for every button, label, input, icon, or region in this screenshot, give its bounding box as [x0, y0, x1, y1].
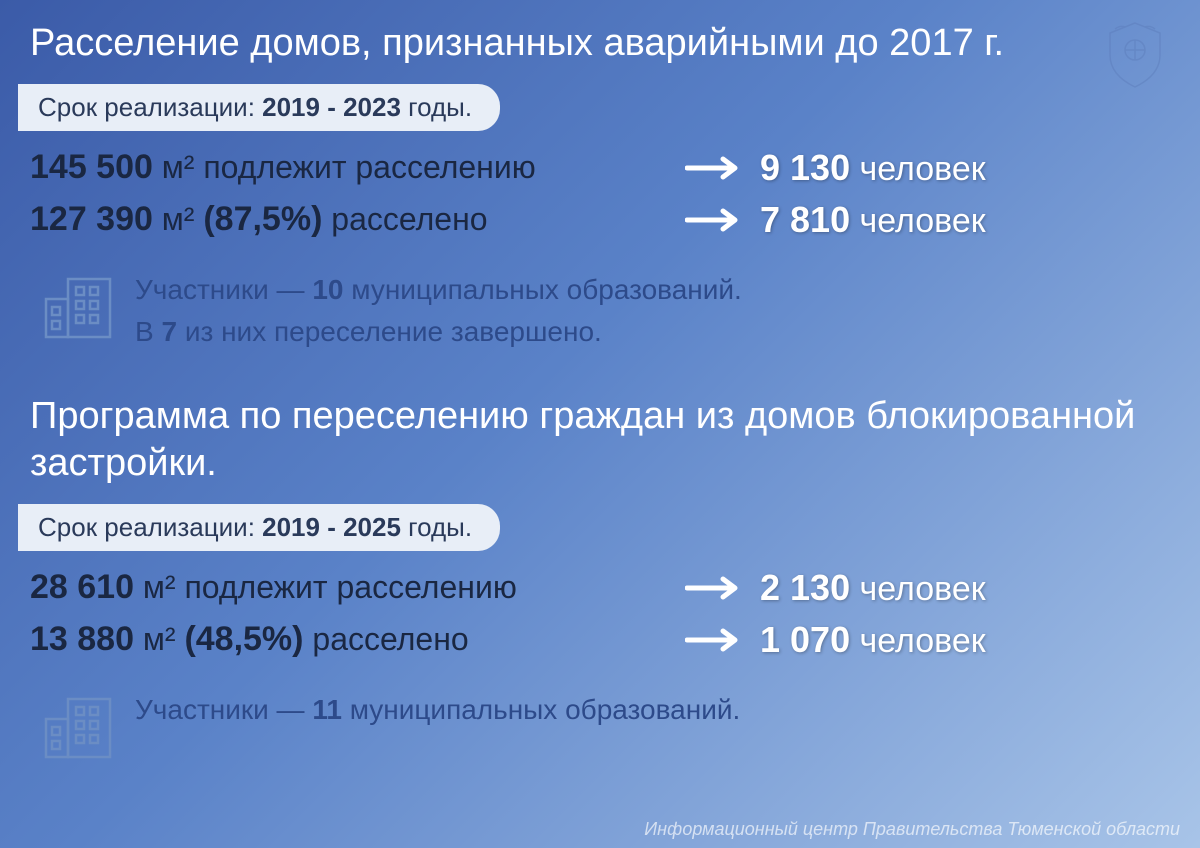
- section2-stats: 28 610 м² подлежит расселению 2 130 чело…: [0, 551, 1200, 681]
- stat-unit: м²: [153, 201, 203, 237]
- period-label: Срок реализации:: [38, 92, 262, 122]
- stat-unit: м²: [134, 621, 184, 657]
- count: 10: [312, 274, 343, 305]
- count: 11: [312, 694, 342, 725]
- stat-area-done: 13 880 м² (48,5%) расселено: [30, 620, 670, 659]
- stat-value: 28 610: [30, 568, 134, 606]
- arrow-icon: [680, 627, 750, 653]
- people-unit: человек: [850, 150, 986, 188]
- text: из них переселение завершено.: [177, 316, 602, 347]
- stat-people-done: 1 070 человек: [760, 619, 986, 661]
- stat-people-done: 7 810 человек: [760, 199, 986, 241]
- footer-attribution: Информационный центр Правительства Тюмен…: [644, 819, 1180, 840]
- section1-title: Расселение домов, признанных аварийными …: [0, 0, 1200, 84]
- stat-value: 145 500: [30, 148, 153, 186]
- period-years: 2019 - 2025: [262, 512, 401, 542]
- region-emblem-icon: [1095, 15, 1175, 95]
- people-number: 9 130: [760, 147, 850, 188]
- stat-percent: (87,5%): [203, 200, 322, 238]
- stat-suffix: расселено: [322, 201, 487, 237]
- arrow-icon: [680, 207, 750, 233]
- period-suffix: годы.: [401, 512, 472, 542]
- stat-people-pending: 9 130 человек: [760, 147, 986, 189]
- arrow-icon: [680, 575, 750, 601]
- section2-period-pill: Срок реализации: 2019 - 2025 годы.: [18, 504, 500, 551]
- stat-area-pending: 28 610 м² подлежит расселению: [30, 568, 670, 607]
- section1-participants: Участники — 10 муниципальных образований…: [0, 261, 1200, 373]
- participants-text: Участники — 11 муниципальных образований…: [135, 689, 740, 731]
- building-icon: [40, 273, 115, 355]
- stat-row: 13 880 м² (48,5%) расселено 1 070 челове…: [30, 619, 1170, 661]
- section1-period-pill: Срок реализации: 2019 - 2023 годы.: [18, 84, 500, 131]
- text: В: [135, 316, 161, 347]
- text: муниципальных образований.: [343, 274, 741, 305]
- stat-percent: (48,5%): [184, 620, 303, 658]
- people-unit: человек: [850, 202, 986, 240]
- stat-area-pending: 145 500 м² подлежит расселению: [30, 148, 670, 187]
- stat-people-pending: 2 130 человек: [760, 567, 986, 609]
- text: Участники —: [135, 274, 312, 305]
- period-suffix: годы.: [401, 92, 472, 122]
- people-number: 2 130: [760, 567, 850, 608]
- text: Участники —: [135, 694, 312, 725]
- stat-row: 127 390 м² (87,5%) расселено 7 810 челов…: [30, 199, 1170, 241]
- period-years: 2019 - 2023: [262, 92, 401, 122]
- count: 7: [161, 316, 177, 347]
- participants-text: Участники — 10 муниципальных образований…: [135, 269, 742, 353]
- section1-stats: 145 500 м² подлежит расселению 9 130 чел…: [0, 131, 1200, 261]
- stat-row: 145 500 м² подлежит расселению 9 130 чел…: [30, 147, 1170, 189]
- section2-participants: Участники — 11 муниципальных образований…: [0, 681, 1200, 793]
- section2-title: Программа по переселению граждан из домо…: [0, 373, 1200, 504]
- people-number: 7 810: [760, 199, 850, 240]
- people-unit: человек: [850, 622, 986, 660]
- period-label: Срок реализации:: [38, 512, 262, 542]
- stat-value: 13 880: [30, 620, 134, 658]
- stat-row: 28 610 м² подлежит расселению 2 130 чело…: [30, 567, 1170, 609]
- stat-unit: м² подлежит расселению: [134, 569, 517, 605]
- people-number: 1 070: [760, 619, 850, 660]
- building-icon: [40, 693, 115, 775]
- stat-suffix: расселено: [304, 621, 469, 657]
- stat-value: 127 390: [30, 200, 153, 238]
- people-unit: человек: [850, 570, 986, 608]
- stat-unit: м² подлежит расселению: [153, 149, 536, 185]
- stat-area-done: 127 390 м² (87,5%) расселено: [30, 200, 670, 239]
- arrow-icon: [680, 155, 750, 181]
- text: муниципальных образований.: [342, 694, 740, 725]
